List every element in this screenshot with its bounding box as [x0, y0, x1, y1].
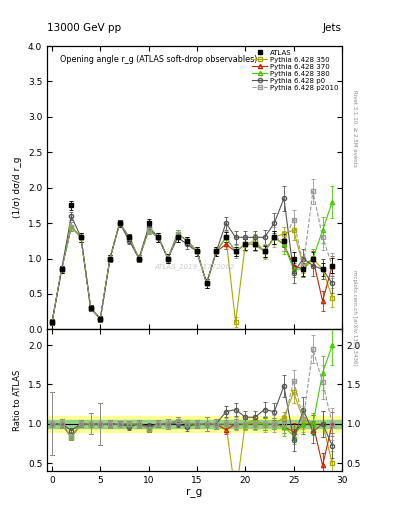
X-axis label: r_g: r_g — [186, 487, 203, 498]
Text: 13000 GeV pp: 13000 GeV pp — [47, 23, 121, 33]
Text: Rivet 3.1.10, ≥ 2.5M events: Rivet 3.1.10, ≥ 2.5M events — [352, 90, 357, 166]
Text: Jets: Jets — [323, 23, 342, 33]
Text: ATLAS_2019_I1772062: ATLAS_2019_I1772062 — [154, 264, 235, 270]
Y-axis label: Ratio to ATLAS: Ratio to ATLAS — [13, 370, 22, 431]
Y-axis label: (1/σ) dσ/d r_g: (1/σ) dσ/d r_g — [13, 157, 22, 219]
Text: Opening angle r_g (ATLAS soft-drop observables): Opening angle r_g (ATLAS soft-drop obser… — [61, 55, 258, 63]
Text: mcplots.cern.ch [arXiv:1306.3436]: mcplots.cern.ch [arXiv:1306.3436] — [352, 270, 357, 365]
Legend: ATLAS, Pythia 6.428 350, Pythia 6.428 370, Pythia 6.428 380, Pythia 6.428 p0, Py: ATLAS, Pythia 6.428 350, Pythia 6.428 37… — [250, 48, 340, 92]
